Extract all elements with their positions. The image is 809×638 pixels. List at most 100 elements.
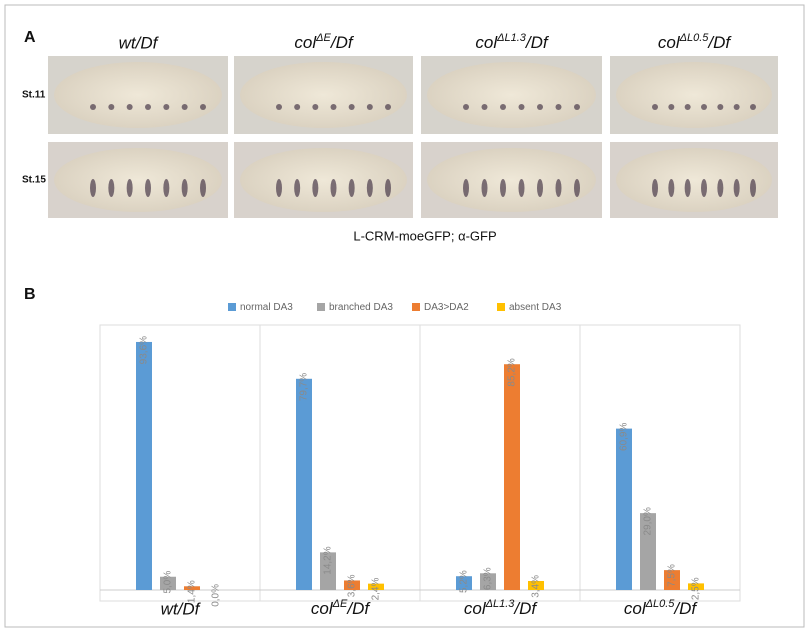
stain [555,179,562,197]
stain [500,179,506,197]
stain [366,179,373,197]
stain [385,179,391,197]
x-tick-label: colΔE/Df [311,598,371,619]
stain [294,104,301,110]
bar [184,586,200,590]
bar [160,576,176,590]
stain [108,179,115,197]
stain [126,179,133,197]
stain [701,104,707,110]
stain [348,179,355,197]
embryo [54,148,222,212]
value-label: 5,0% [163,571,174,594]
value-label: 3,6% [347,574,358,597]
stain [668,179,675,197]
value-label: 93,6% [139,336,150,364]
stain [348,104,355,110]
bar [664,570,680,590]
stain [276,179,282,197]
stain [684,179,691,197]
stain [733,104,740,110]
stain [330,104,337,110]
legend-label: DA3>DA2 [424,302,469,313]
embryo [427,62,596,128]
stain [684,104,691,110]
stain [163,104,170,110]
value-label: 6,3% [483,567,494,590]
bar [296,378,312,590]
stain [463,179,469,197]
stain [717,179,724,197]
legend-label: absent DA3 [509,302,562,313]
legend-swatch [228,303,236,311]
stain [750,179,756,197]
embryo [240,62,407,128]
stain [574,179,580,197]
stain [537,104,543,110]
column-header: colΔL0.5/Df [658,32,733,53]
legend-label: normal DA3 [240,302,293,313]
panel-label: A [24,29,36,46]
stain [701,179,707,197]
bar [368,583,384,590]
embryo [240,148,407,212]
stain [717,104,724,110]
column-header: colΔL1.3/Df [475,32,550,53]
stain [574,104,580,110]
stain [750,104,756,110]
value-label: 7,5% [667,564,678,587]
embryo [427,148,596,212]
stain [90,179,96,197]
bar [136,341,152,590]
row-label: St.15 [22,175,46,186]
stain [733,179,740,197]
value-label: 5,2% [459,570,470,593]
x-tick-label: colΔL0.5/Df [624,598,699,619]
bar [320,552,336,590]
stain [312,179,319,197]
value-label: 2,5% [691,577,702,600]
row-label: St.11 [22,90,46,101]
legend-swatch [412,303,420,311]
stain [668,104,675,110]
embryo [616,62,772,128]
stain [200,179,206,197]
bar [504,364,520,590]
stain [652,179,658,197]
embryo [54,62,222,128]
value-label: 1,4% [187,580,198,603]
bar [616,428,632,590]
stain [312,104,319,110]
stain [537,179,543,197]
stain [200,104,206,110]
stain [330,179,337,197]
stain [294,179,301,197]
stain [518,179,525,197]
column-header: wt/Df [119,33,160,52]
stain [366,104,373,110]
stain [145,179,151,197]
caption: L-CRM-moeGFP; α-GFP [353,228,496,243]
x-tick-label: wt/Df [161,599,202,618]
stain [181,179,188,197]
value-label: 0,0% [211,584,222,607]
stain [108,104,115,110]
value-label: 79,7% [299,373,310,401]
stain [652,104,658,110]
stain [385,104,391,110]
x-tick-label: colΔL1.3/Df [464,598,539,619]
stain [276,104,282,110]
column-header: colΔE/Df [294,32,354,53]
bar [640,513,656,590]
stain [555,104,562,110]
bar [456,576,472,590]
value-label: 29,0% [643,507,654,535]
stain [181,104,188,110]
stain [163,179,170,197]
bar [344,580,360,590]
bar [688,583,704,590]
stain [90,104,96,110]
stain [500,104,506,110]
bar [528,580,544,590]
